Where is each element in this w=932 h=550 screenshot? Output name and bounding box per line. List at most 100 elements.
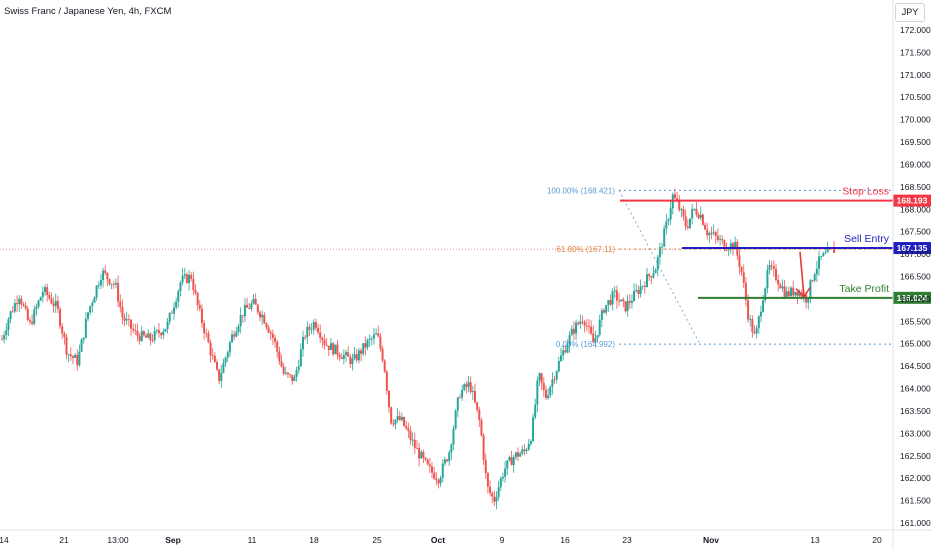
candle-body — [794, 291, 797, 296]
candle-body — [338, 354, 341, 358]
candle-body — [388, 390, 390, 408]
price-tick-label: 165.000 — [900, 339, 931, 349]
candle-body — [538, 373, 541, 381]
candle-body — [398, 416, 401, 420]
candle-body — [114, 282, 117, 285]
candle-body — [104, 270, 107, 273]
candle-body — [170, 312, 173, 314]
candle-body — [134, 330, 137, 332]
candle-body — [512, 457, 515, 466]
candle-body — [377, 333, 380, 337]
candle-body — [355, 354, 358, 361]
time-tick-label: Sep — [165, 535, 181, 545]
candle-body — [809, 280, 812, 299]
candle-body — [321, 338, 324, 341]
candle-body — [609, 300, 612, 305]
candle-body — [347, 352, 350, 357]
candle-body — [291, 374, 294, 382]
time-tick-label: Nov — [703, 535, 719, 545]
candle-body — [422, 451, 425, 458]
time-tick-label: 13 — [810, 535, 820, 545]
candle-body — [643, 285, 646, 288]
candle-body — [166, 321, 169, 330]
candle-body — [329, 343, 332, 351]
candle-body — [76, 354, 79, 366]
candle-body — [44, 287, 46, 293]
candle-body — [302, 337, 304, 350]
candle-body — [168, 312, 171, 322]
candle-body — [637, 290, 640, 294]
candle-body — [400, 417, 403, 420]
candle-body — [200, 308, 203, 324]
candle-body — [779, 284, 782, 289]
candle-body — [508, 457, 511, 461]
candle-body — [762, 300, 765, 312]
candle-body — [185, 274, 188, 284]
candle-body — [97, 285, 100, 287]
candle-body — [233, 334, 236, 337]
candle-body — [106, 272, 109, 280]
candle-body — [145, 335, 148, 338]
candle-body — [372, 334, 375, 339]
candle-body — [783, 286, 786, 297]
candle-body — [564, 350, 567, 353]
candle-body — [39, 297, 42, 301]
candle-body — [26, 308, 29, 321]
time-tick-label: 21 — [59, 535, 69, 545]
candle-body — [102, 270, 105, 281]
candle-body — [521, 449, 524, 454]
candle-body — [437, 480, 440, 484]
candle-body — [7, 319, 10, 330]
candle-body — [467, 382, 470, 387]
candle-body — [1, 339, 3, 341]
candle-body — [379, 336, 382, 349]
candle-body — [611, 291, 614, 305]
candle-body — [458, 397, 461, 399]
candle-body — [826, 248, 829, 253]
candle-body — [525, 449, 528, 451]
candle-body — [572, 328, 575, 334]
price-tick-label: 164.500 — [900, 361, 931, 371]
candle-body — [375, 333, 378, 335]
candle-body — [142, 331, 145, 336]
candle-body — [297, 366, 300, 371]
candle-body — [93, 297, 96, 303]
candle-body — [314, 321, 317, 328]
price-tick-label: 163.000 — [900, 428, 931, 438]
candle-body — [744, 282, 747, 301]
candle-body — [192, 279, 195, 291]
candle-body — [622, 299, 625, 302]
price-tick-label: 170.500 — [900, 92, 931, 102]
candle-body — [759, 311, 762, 317]
candle-body — [790, 287, 793, 297]
candle-body — [469, 382, 472, 392]
candle-body — [811, 280, 814, 282]
candle-body — [693, 208, 696, 210]
candle-body — [594, 338, 597, 343]
candle-body — [110, 283, 113, 285]
candle-body — [3, 335, 6, 340]
candle-body — [407, 428, 410, 431]
currency-button[interactable]: JPY — [895, 3, 925, 22]
price-tick-label: 171.000 — [900, 70, 931, 80]
candle-body — [738, 255, 741, 268]
candle-body — [517, 452, 519, 457]
price-tick-label: 171.500 — [900, 47, 931, 57]
candle-body — [796, 291, 799, 296]
candle-body — [818, 256, 820, 269]
candle-body — [18, 298, 21, 305]
candle-body — [613, 290, 616, 292]
candle-body — [547, 395, 550, 399]
candle-body — [33, 309, 36, 324]
candle-body — [267, 327, 270, 333]
candle-body — [220, 372, 223, 382]
time-tick-label: 18 — [309, 535, 319, 545]
candle-body — [261, 314, 264, 318]
candle-body — [592, 333, 595, 343]
candle-body — [555, 371, 558, 380]
candle-body — [396, 416, 399, 420]
candle-body — [332, 343, 335, 355]
candle-body — [65, 336, 68, 355]
candle-body — [529, 440, 532, 444]
